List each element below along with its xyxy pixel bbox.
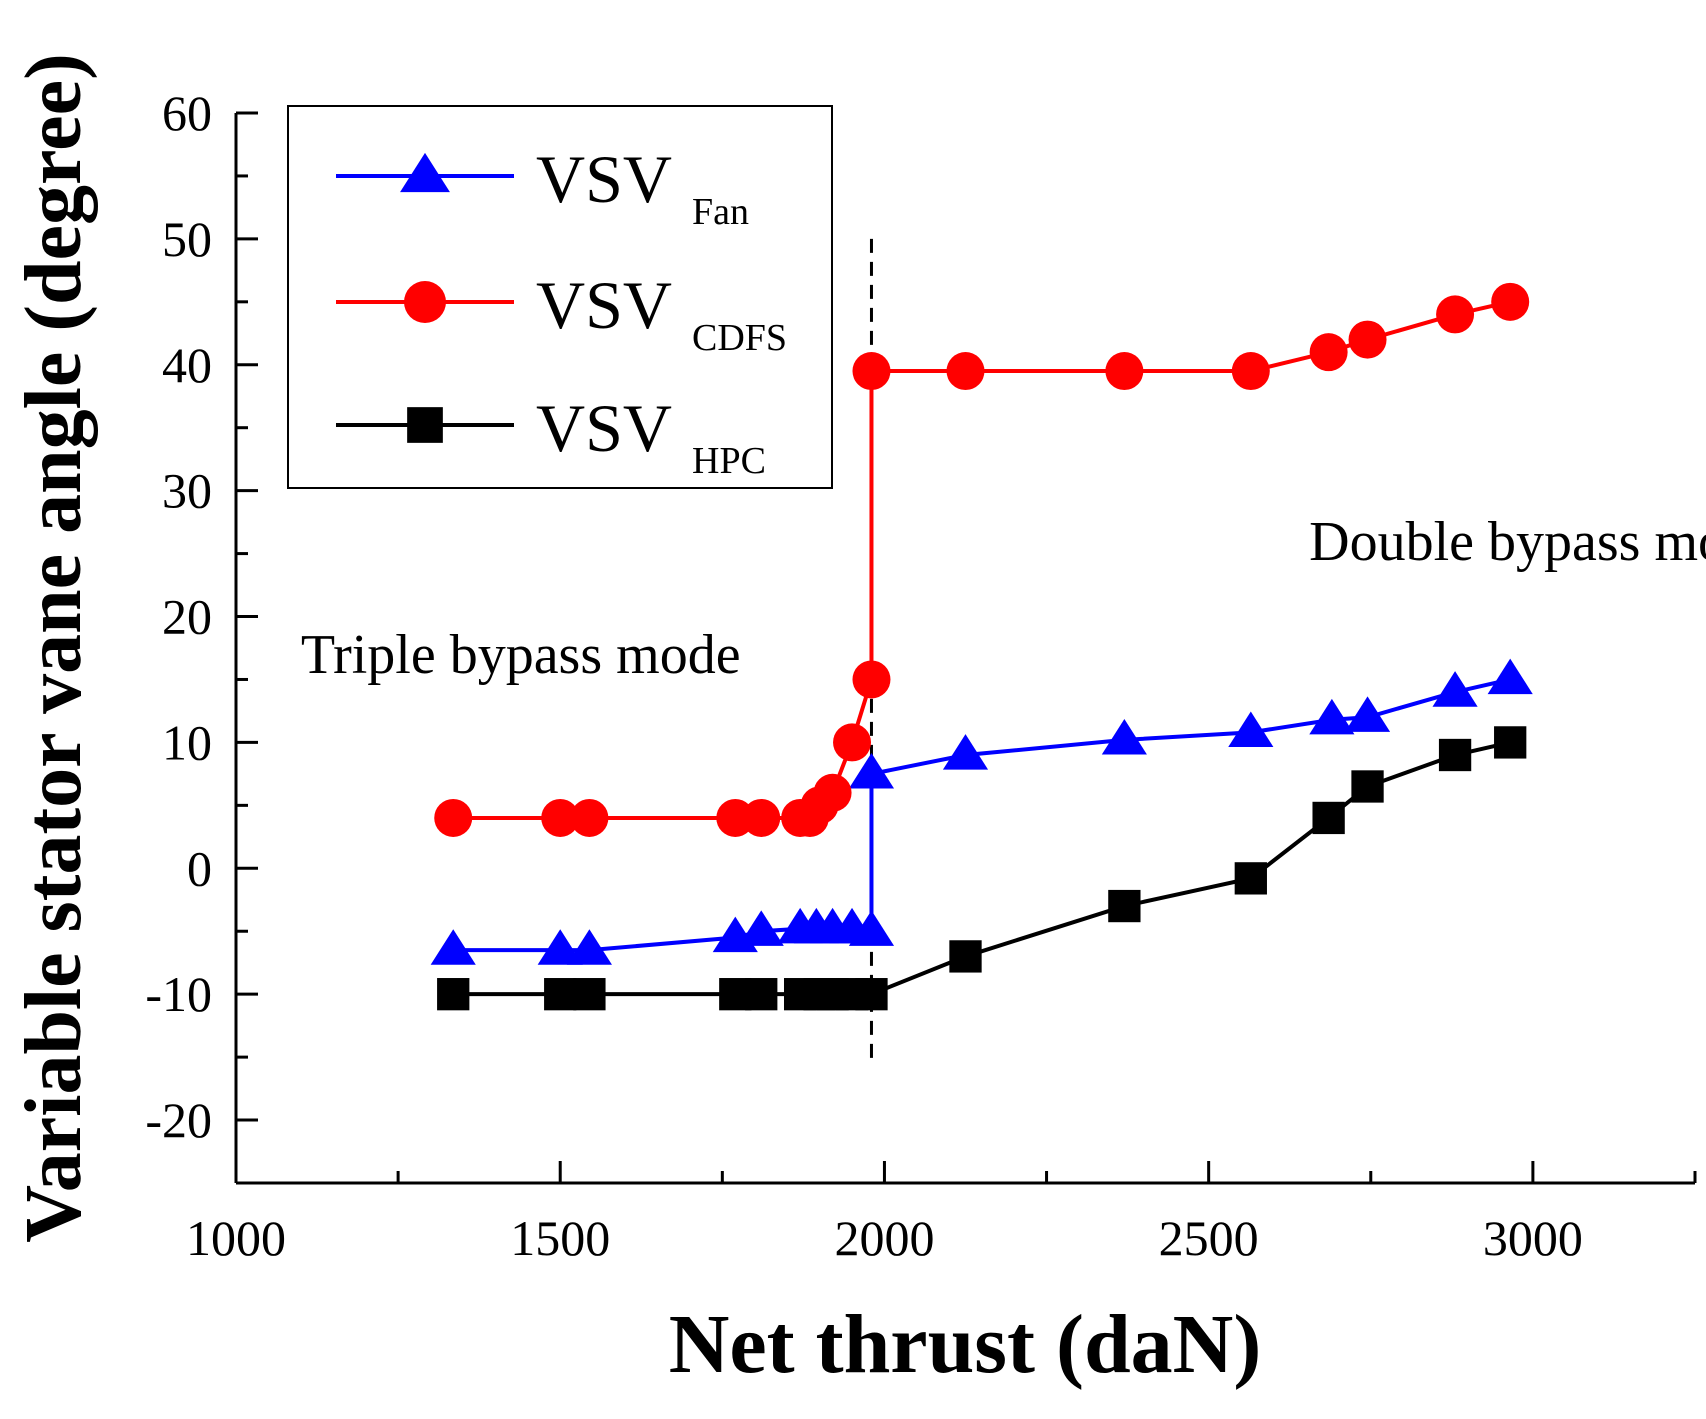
data-point-cdfs xyxy=(742,798,781,837)
data-point-fan xyxy=(566,929,612,965)
y-tick-label: 0 xyxy=(187,840,212,896)
data-point-hpc xyxy=(1234,862,1267,895)
double-bypass-label: Double bypass mode xyxy=(1309,511,1706,573)
data-point-fan xyxy=(1344,696,1391,732)
data-point-hpc xyxy=(437,978,470,1011)
series-cdfs xyxy=(434,282,1530,837)
x-tick-label: 2000 xyxy=(834,1210,934,1266)
y-tick-label: 40 xyxy=(162,337,212,393)
series-hpc xyxy=(437,726,1527,1011)
data-point-cdfs xyxy=(1309,333,1348,372)
data-point-fan xyxy=(1309,698,1355,735)
data-point-cdfs xyxy=(1231,352,1270,391)
legend-label: VSV xyxy=(536,141,672,217)
legend: VSV Fan VSV CDFS VSV HPC xyxy=(287,105,833,489)
legend-subscript: Fan xyxy=(692,191,749,233)
data-point-hpc xyxy=(573,978,606,1011)
data-point-cdfs xyxy=(813,773,852,812)
data-point-fan xyxy=(1101,718,1147,755)
data-point-hpc xyxy=(1312,801,1345,835)
legend-item-hpc: VSV HPC xyxy=(336,390,766,482)
data-point-fan xyxy=(537,929,583,965)
y-tick-label: 10 xyxy=(162,714,212,770)
data-point-cdfs xyxy=(1105,352,1144,391)
x-tick-label: 1500 xyxy=(510,1210,610,1266)
data-point-hpc xyxy=(1351,770,1384,803)
legend-marker-circle xyxy=(404,281,446,323)
legend-marker-triangle xyxy=(400,152,450,193)
legend-label: VSV xyxy=(536,390,672,466)
y-tick-label: 30 xyxy=(162,463,212,519)
data-point-hpc xyxy=(1438,738,1472,772)
data-point-fan xyxy=(1432,671,1478,707)
data-point-cdfs xyxy=(833,723,872,762)
y-ticks: 60 50 40 30 20 10 0 -10 -20 xyxy=(145,85,258,1185)
data-point-fan xyxy=(848,910,895,946)
data-point-fan xyxy=(738,910,784,946)
legend-label: VSV xyxy=(536,267,672,343)
data-point-cdfs xyxy=(1348,320,1387,359)
series-fan xyxy=(430,658,1533,965)
data-point-fan xyxy=(848,752,895,789)
triple-bypass-label: Triple bypass mode xyxy=(301,624,741,686)
annotations: Triple bypass mode Double bypass mode xyxy=(301,511,1706,686)
data-point-cdfs xyxy=(434,798,473,837)
axes xyxy=(234,113,1695,1185)
y-tick-label: 20 xyxy=(162,589,212,645)
y-tick-label: 60 xyxy=(162,85,212,141)
data-point-hpc xyxy=(544,978,577,1011)
x-ticks: 1000 1500 2000 2500 3000 xyxy=(186,1161,1697,1266)
data-point-cdfs xyxy=(541,798,580,837)
data-point-hpc xyxy=(949,940,982,973)
data-point-cdfs xyxy=(852,660,891,699)
y-axis-title: Variable stator vane angle (degree) xyxy=(10,53,98,1242)
y-tick-label: -10 xyxy=(145,966,212,1022)
data-point-hpc xyxy=(855,978,888,1011)
y-tick-label: -20 xyxy=(145,1092,212,1148)
x-axis-title: Net thrust (daN) xyxy=(669,1298,1262,1391)
legend-marker-square xyxy=(407,407,443,443)
data-point-cdfs xyxy=(946,352,985,391)
data-point-cdfs xyxy=(852,352,891,391)
plot-area xyxy=(430,238,1533,1064)
data-point-cdfs xyxy=(1436,295,1475,334)
y-tick-label: 50 xyxy=(162,211,212,267)
data-point-hpc xyxy=(1108,889,1141,923)
data-point-hpc xyxy=(1494,726,1527,759)
x-tick-label: 2500 xyxy=(1159,1210,1259,1266)
legend-subscript: HPC xyxy=(692,440,766,482)
x-tick-label: 1000 xyxy=(186,1210,286,1266)
legend-subscript: CDFS xyxy=(692,317,787,359)
data-point-cdfs xyxy=(570,798,609,837)
data-point-cdfs xyxy=(1491,282,1530,321)
legend-item-fan: VSV Fan xyxy=(336,141,749,233)
data-point-fan xyxy=(1487,658,1533,695)
data-point-fan xyxy=(1228,711,1274,747)
legend-item-cdfs: VSV CDFS xyxy=(336,267,787,359)
x-tick-label: 3000 xyxy=(1483,1210,1583,1266)
data-point-fan xyxy=(942,734,989,770)
data-point-hpc xyxy=(745,978,778,1011)
data-point-fan xyxy=(430,929,476,965)
